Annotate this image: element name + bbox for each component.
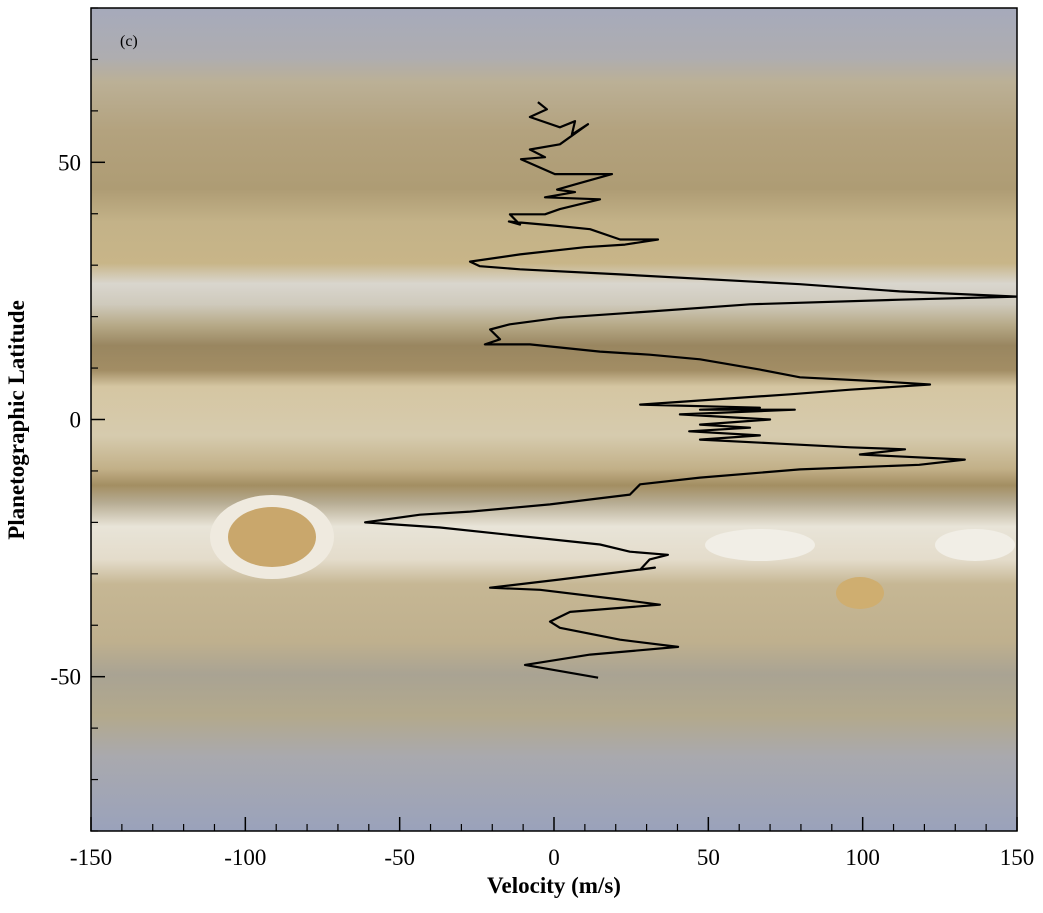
x-tick-label: -150 [70,845,112,870]
x-tick-label: -50 [384,845,415,870]
background-image [91,8,1017,831]
x-tick-label: 50 [697,845,720,870]
y-axis-title: Planetographic Latitude [4,300,29,540]
panel-label: (c) [120,33,138,50]
x-axis-title: Velocity (m/s) [487,873,621,898]
velocity-profile [364,101,1017,679]
x-tick-label: -100 [224,845,266,870]
plot-area [364,101,1017,679]
x-tick-label: 0 [548,845,560,870]
y-tick-label: -50 [50,665,81,690]
white-oval [705,529,815,561]
planet-map [91,8,1017,831]
y-tick-label: 0 [70,408,82,433]
x-tick-label: 150 [1000,845,1035,870]
oval-spot [836,577,884,609]
x-tick-label: 100 [845,845,880,870]
y-tick-label: 50 [58,150,81,175]
great-red-spot [228,507,316,567]
white-oval [935,529,1015,561]
